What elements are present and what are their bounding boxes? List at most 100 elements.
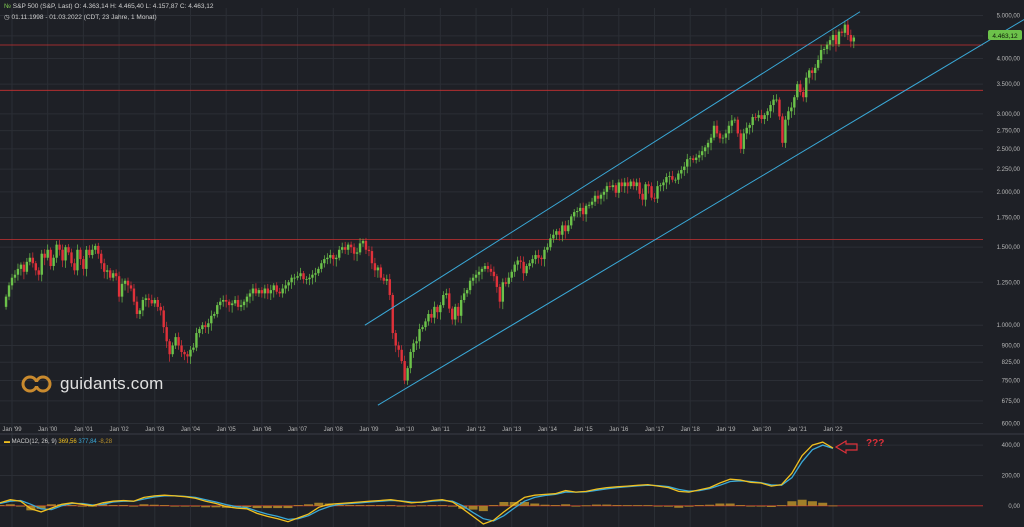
macd-label[interactable]: MACD(12, 26, 9): [11, 439, 57, 445]
candle-down: [641, 193, 644, 200]
candle-up: [843, 24, 847, 33]
last-price-tag-box: [988, 30, 1022, 40]
candle-up: [793, 97, 796, 108]
price-candles: [4, 20, 856, 385]
candle-down: [82, 259, 85, 269]
candle-up: [703, 147, 707, 152]
guidants-logo-icon: [21, 375, 52, 393]
y-tick-label: 3.500,00: [997, 82, 1021, 88]
candle-down: [736, 119, 740, 134]
y-tick-label: 900,00: [1002, 343, 1021, 349]
candle-up: [694, 157, 698, 160]
candle-up: [567, 225, 570, 232]
candle-up: [340, 247, 344, 250]
candle-up: [433, 306, 436, 318]
candle-down: [632, 181, 635, 187]
candle-up: [326, 257, 329, 260]
y-tick-label: 4.000,00: [997, 56, 1021, 62]
macd-histogram-bar: [211, 505, 221, 508]
macd-histogram-bar: [561, 504, 571, 506]
candle-up: [198, 329, 201, 334]
macd-histogram-bar: [591, 504, 601, 506]
macd-histogram-bar: [653, 505, 663, 507]
candle-up: [727, 125, 731, 134]
period-range[interactable]: 01.11.1998 - 01.03.2022: [11, 14, 82, 21]
candle-up: [242, 301, 246, 306]
macd-histogram-bar: [57, 504, 67, 506]
macd-histogram-bar: [180, 505, 190, 507]
candle-down: [186, 354, 189, 357]
macd-histogram-bar: [262, 505, 272, 509]
candle-down: [849, 34, 853, 42]
macd-histogram-bar: [36, 505, 46, 509]
x-tick-label: Jan '02: [110, 427, 130, 433]
candle-down: [43, 253, 46, 258]
macd-y-tick-label: 200,00: [1002, 473, 1021, 479]
candle-up: [659, 185, 662, 187]
candle-up: [617, 182, 621, 193]
candle-down: [67, 247, 70, 253]
macd-histogram-bar: [684, 505, 694, 507]
candle-up: [120, 283, 124, 297]
symbol-line: № S&P 500 (S&P, Last) O: 4.363,14 H: 4.4…: [4, 3, 214, 10]
histogram-value: -8,28: [98, 439, 113, 445]
candle-up: [123, 280, 127, 284]
channel-lower-line: [377, 19, 1024, 406]
candle-up: [644, 184, 647, 200]
macd-histogram-bar: [540, 504, 550, 506]
horizontal-gridlines: [0, 15, 983, 424]
x-tick-label: Jan '19: [716, 427, 736, 433]
candle-up: [787, 111, 790, 120]
candle-up: [290, 277, 293, 283]
macd-histogram-bar: [355, 505, 365, 506]
candle-up: [94, 245, 97, 250]
macd-histogram-bar: [5, 504, 15, 506]
logo-text[interactable]: guidants.com: [60, 374, 164, 393]
candle-down: [430, 313, 433, 318]
candle-up: [745, 127, 748, 134]
y-tick-label: 1.250,00: [997, 280, 1021, 286]
macd-histogram-bar: [0, 505, 5, 506]
candle-up: [216, 305, 219, 314]
candle-down: [760, 115, 763, 120]
x-tick-label: Jan '16: [609, 427, 629, 433]
candle-up: [7, 285, 11, 297]
candle-up: [105, 270, 109, 272]
candle-up: [852, 37, 856, 42]
candle-up: [813, 67, 817, 73]
macd-histogram-bar: [46, 504, 56, 506]
candle-up: [769, 105, 772, 112]
y-tick-label: 600,00: [1002, 421, 1021, 427]
candle-up: [825, 44, 829, 50]
candle-up: [555, 231, 558, 235]
symbol-name[interactable]: S&P 500 (S&P, Last): [12, 3, 73, 10]
candle-up: [415, 341, 418, 344]
x-tick-label: Jan '99: [2, 427, 22, 433]
candle-up: [700, 151, 704, 156]
candle-up: [317, 268, 320, 274]
candle-down: [70, 252, 73, 264]
candle-down: [537, 255, 540, 258]
candle-up: [605, 186, 609, 192]
macd-histogram-bar: [633, 505, 643, 506]
candle-down: [388, 279, 391, 295]
macd-histogram-bar: [67, 505, 77, 506]
candle-up: [534, 255, 537, 260]
candle-down: [364, 240, 368, 250]
candle-down: [58, 244, 61, 250]
candle-up: [599, 194, 603, 199]
candle-down: [156, 299, 159, 307]
candle-down: [638, 182, 641, 194]
candle-up: [439, 305, 442, 313]
candle-up: [689, 158, 692, 160]
x-tick-label: Jan '20: [752, 427, 772, 433]
candle-up: [757, 115, 760, 118]
candle-down: [504, 282, 507, 284]
macd-axis: 0,00 200,00 400,00: [1002, 443, 1021, 510]
x-tick-label: Jan '13: [502, 427, 522, 433]
y-tick-label: 2.000,00: [997, 190, 1021, 196]
x-tick-label: Jan '00: [38, 427, 58, 433]
candle-up: [674, 179, 677, 181]
macd-histogram-bar: [478, 505, 488, 512]
